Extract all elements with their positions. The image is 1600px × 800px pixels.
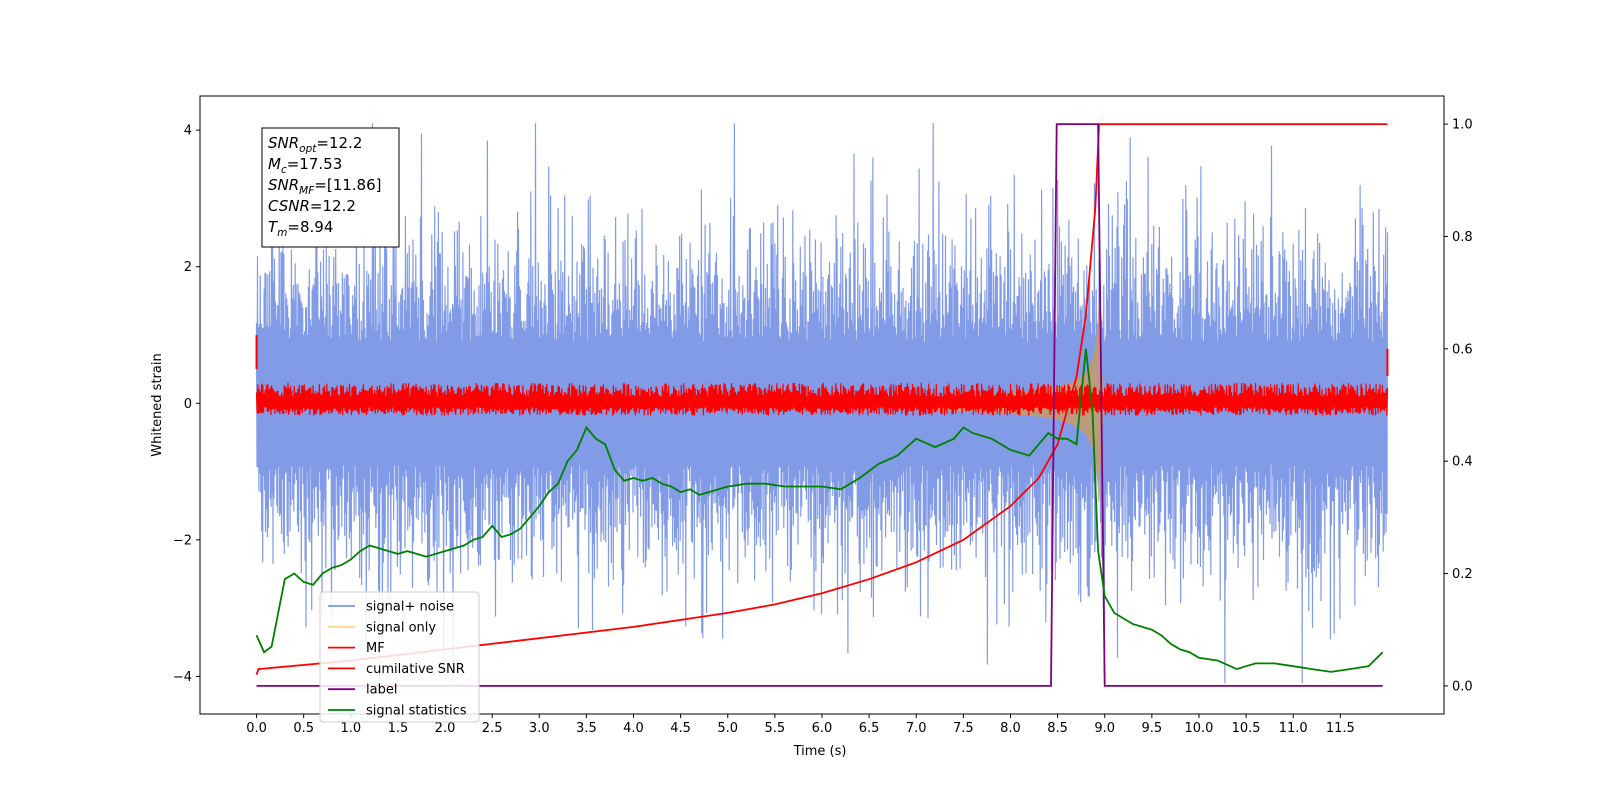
y-right-tick-label: 0.8 — [1452, 230, 1473, 245]
legend-entry-label: MF — [366, 641, 385, 656]
legend-entry-label: label — [366, 683, 397, 698]
y-axis-label: Whitened strain — [150, 353, 165, 456]
x-tick-label: 9.5 — [1142, 721, 1163, 736]
x-tick-label: 10.0 — [1184, 721, 1213, 736]
y-right-tick-label: 1.0 — [1452, 118, 1473, 133]
x-tick-label: 9.0 — [1094, 721, 1115, 736]
annotation-line: SNRMF=[11.86] — [268, 176, 382, 197]
annotation-line: Tm=8.94 — [268, 218, 333, 239]
x-tick-label: 5.0 — [717, 721, 738, 736]
legend-entry-label: signal statistics — [366, 704, 467, 719]
x-tick-label: 1.5 — [388, 721, 409, 736]
legend: signal+ noise signal only MF cumilative SNR… — [319, 591, 480, 723]
y-left-tick-label: 0 — [184, 397, 192, 412]
x-tick-label: 4.0 — [623, 721, 644, 736]
x-tick-label: 3.5 — [576, 721, 597, 736]
x-tick-label: 11.5 — [1326, 721, 1355, 736]
x-tick-label: 0.5 — [293, 721, 314, 736]
x-tick-label: 2.5 — [482, 721, 503, 736]
series-mf — [255, 382, 1389, 416]
y-axis-right: 1.0 0.8 0.6 0.4 0.2 0.0 — [1444, 118, 1473, 694]
y-left-tick-label: −4 — [173, 670, 192, 685]
x-tick-label: 2.0 — [435, 721, 456, 736]
annotation-box: SNRopt=12.2Mc=17.53SNRMF=[11.86]CSNR=12.… — [261, 127, 400, 248]
annotation-line: CSNR=12.2 — [268, 197, 356, 215]
annotation-frame — [261, 127, 400, 248]
series-signal-noise — [255, 123, 1389, 684]
x-tick-label: 11.0 — [1279, 721, 1308, 736]
x-tick-label: 5.5 — [765, 721, 786, 736]
legend-frame — [319, 591, 480, 723]
legend-entry-label: cumilative SNR — [366, 662, 465, 677]
legend-entry-label: signal+ noise — [366, 600, 454, 615]
y-left-tick-label: 2 — [184, 260, 192, 275]
x-axis: 0.0 0.5 1.0 1.5 2.0 2.5 3.0 3.5 4.0 4.5 5.0 5.5 6.0 6… — [246, 714, 1355, 736]
series-label — [256, 123, 1383, 687]
annotation-line: SNRopt=12.2 — [268, 134, 362, 155]
x-tick-label: 7.5 — [953, 721, 974, 736]
y-right-tick-label: 0.6 — [1452, 342, 1473, 357]
x-tick-label: 10.5 — [1232, 721, 1261, 736]
y-left-tick-label: 4 — [184, 124, 192, 139]
y-left-tick-label: −2 — [173, 533, 192, 548]
x-tick-label: 8.0 — [1000, 721, 1021, 736]
y-axis-left: 4 2 0 −2 −4 — [173, 124, 200, 685]
x-tick-label: 6.0 — [812, 721, 833, 736]
x-tick-label: 4.5 — [670, 721, 691, 736]
legend-entry-label: signal only — [366, 620, 436, 635]
x-tick-label: 3.0 — [529, 721, 550, 736]
x-tick-label: 6.5 — [859, 721, 880, 736]
x-axis-label: Time (s) — [793, 744, 847, 759]
x-tick-label: 0.0 — [246, 721, 267, 736]
series-signal-statistics — [255, 348, 1384, 673]
x-tick-label: 7.0 — [906, 721, 927, 736]
y-right-tick-label: 0.0 — [1452, 679, 1473, 694]
annotation-line: Mc=17.53 — [268, 155, 342, 176]
x-tick-label: 1.0 — [340, 721, 361, 736]
y-right-tick-label: 0.2 — [1452, 567, 1473, 582]
y-right-tick-label: 0.4 — [1452, 455, 1473, 470]
x-tick-label: 8.5 — [1047, 721, 1068, 736]
